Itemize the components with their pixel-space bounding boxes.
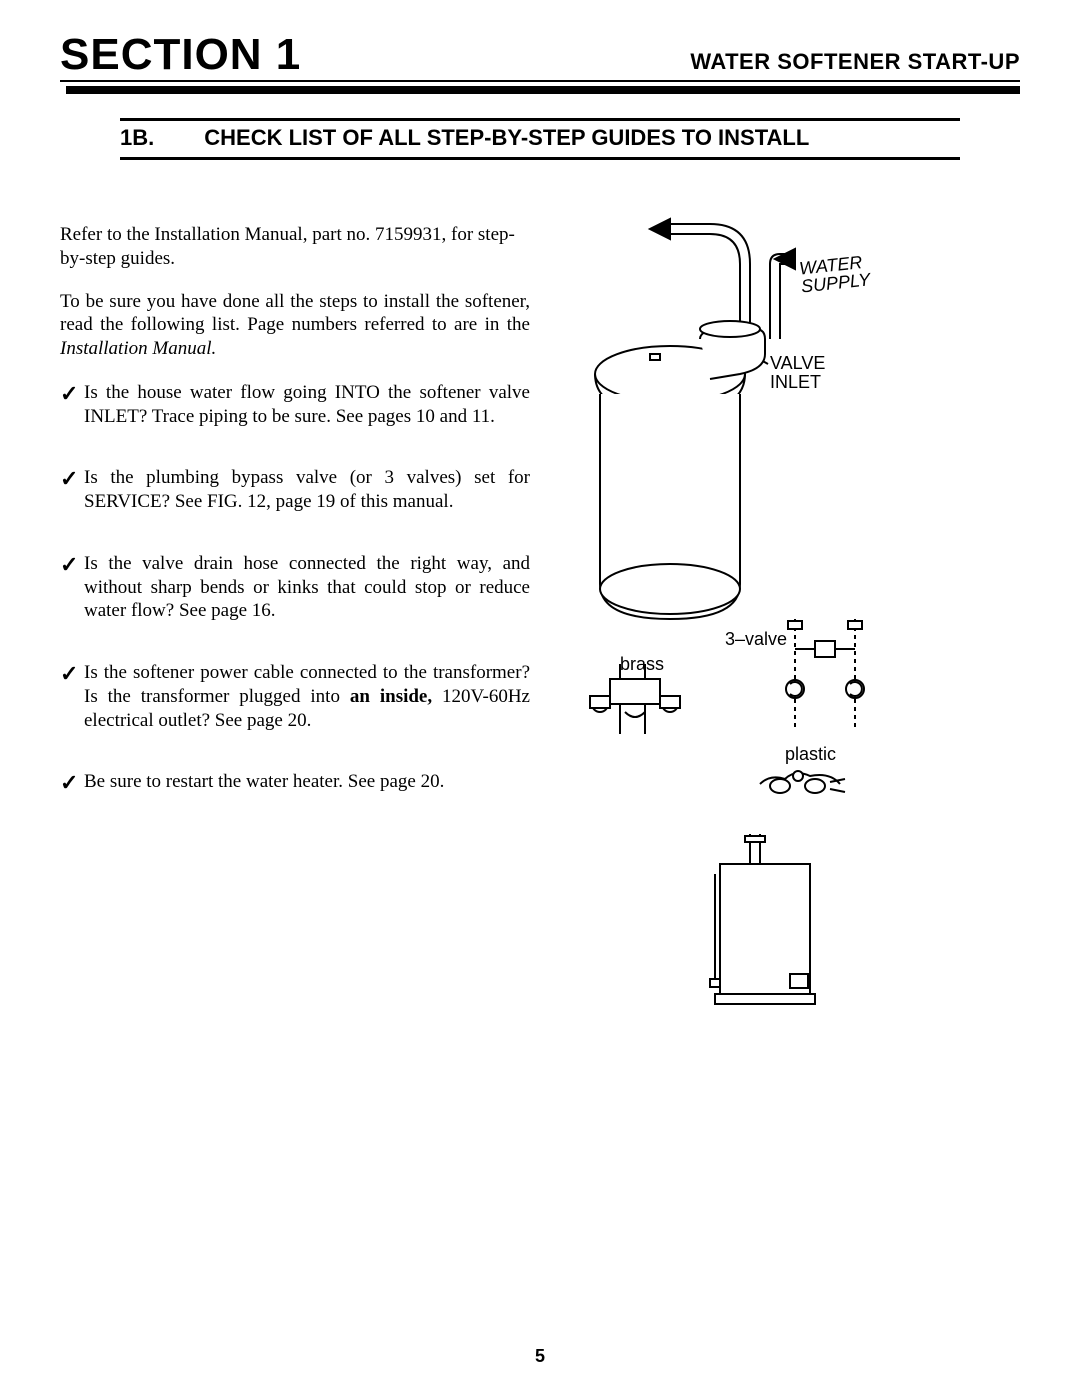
subheader-number: 1B. bbox=[120, 125, 154, 151]
checklist-text: Is the plumbing bypass valve (or 3 valve… bbox=[84, 466, 530, 514]
checkmark-icon: ✓ bbox=[60, 772, 84, 794]
content-area: Refer to the Installation Manual, part n… bbox=[60, 204, 1020, 1024]
intro2-italic: Installation Manual. bbox=[60, 338, 216, 359]
checkmark-icon: ✓ bbox=[60, 554, 84, 576]
technical-diagram bbox=[550, 204, 910, 1024]
checkmark-icon: ✓ bbox=[60, 468, 84, 490]
checklist-text: Is the house water flow going INTO the s… bbox=[84, 381, 530, 429]
label-water-supply: WATER SUPPLY bbox=[798, 252, 871, 295]
intro-paragraph-1: Refer to the Installation Manual, part n… bbox=[60, 223, 530, 271]
header-rule bbox=[66, 86, 1020, 94]
page-number: 5 bbox=[0, 1346, 1080, 1367]
header-subtitle: WATER SOFTENER START-UP bbox=[690, 49, 1020, 75]
text-bold: an inside, bbox=[350, 686, 432, 707]
page-header: SECTION 1 WATER SOFTENER START-UP bbox=[60, 30, 1020, 82]
label-valve-inlet: VALVE INLET bbox=[770, 354, 825, 392]
label-brass: brass bbox=[620, 654, 664, 675]
checklist-item: ✓ Is the softener power cable connected … bbox=[60, 661, 530, 732]
right-column-diagram: WATER SUPPLY VALVE INLET 3–valve brass p… bbox=[550, 204, 1020, 1024]
subheader-wrap: 1B. CHECK LIST OF ALL STEP-BY-STEP GUIDE… bbox=[120, 118, 960, 160]
subheader-title: CHECK LIST OF ALL STEP-BY-STEP GUIDES TO… bbox=[204, 125, 809, 151]
checklist-item: ✓ Is the house water flow going INTO the… bbox=[60, 381, 530, 429]
section-title: SECTION 1 bbox=[60, 30, 301, 80]
label-plastic: plastic bbox=[785, 744, 836, 765]
checklist-item: ✓ Be sure to restart the water heater. S… bbox=[60, 770, 530, 794]
checklist-text: Is the softener power cable connected to… bbox=[84, 661, 530, 732]
checkmark-icon: ✓ bbox=[60, 663, 84, 685]
label-three-valve: 3–valve bbox=[725, 629, 787, 650]
checklist-text: Be sure to restart the water heater. See… bbox=[84, 770, 530, 794]
intro-paragraph-2: To be sure you have done all the steps t… bbox=[60, 290, 530, 361]
checklist-item: ✓ Is the plumbing bypass valve (or 3 val… bbox=[60, 466, 530, 514]
intro2-text: To be sure you have done all the steps t… bbox=[60, 291, 530, 336]
left-column: Refer to the Installation Manual, part n… bbox=[60, 204, 550, 1024]
checkmark-icon: ✓ bbox=[60, 383, 84, 405]
checklist-item: ✓ Is the valve drain hose connected the … bbox=[60, 552, 530, 623]
checklist: ✓ Is the house water flow going INTO the… bbox=[60, 381, 530, 795]
subheader: 1B. CHECK LIST OF ALL STEP-BY-STEP GUIDE… bbox=[120, 125, 960, 151]
page: SECTION 1 WATER SOFTENER START-UP 1B. CH… bbox=[0, 0, 1080, 1397]
checklist-text: Is the valve drain hose connected the ri… bbox=[84, 552, 530, 623]
